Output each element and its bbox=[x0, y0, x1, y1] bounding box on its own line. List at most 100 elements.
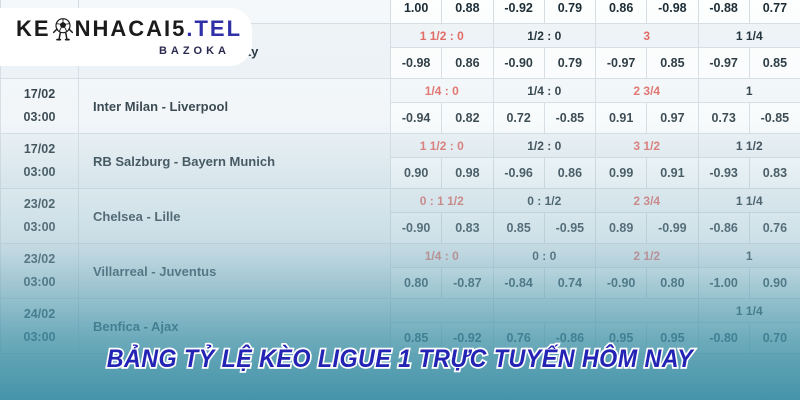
handicap-line[interactable]: 0 : 1 1/2 bbox=[390, 188, 494, 213]
match-time: 03:00 bbox=[23, 165, 56, 179]
match-time: 03:00 bbox=[23, 110, 56, 124]
odds-value[interactable]: 0.91 bbox=[594, 102, 648, 134]
match-date: 17/02 bbox=[23, 141, 56, 156]
odds-value[interactable]: -0.97 bbox=[594, 47, 648, 79]
match-datetime-cell: 23/02 03:00 bbox=[0, 243, 79, 299]
odds-value[interactable]: 0.86 bbox=[441, 47, 494, 79]
odds-value[interactable]: -0.97 bbox=[697, 47, 750, 79]
odds-value[interactable]: -0.98 bbox=[389, 47, 443, 79]
odds-value[interactable]: 0.88 bbox=[441, 0, 494, 24]
odds-value[interactable]: -0.98 bbox=[646, 0, 699, 24]
match-name-cell[interactable]: Inter Milan - Liverpool bbox=[78, 78, 391, 134]
odds-value[interactable]: -0.85 bbox=[748, 102, 800, 134]
odds-value[interactable]: -0.96 bbox=[492, 157, 545, 189]
odds-value[interactable]: 0.99 bbox=[594, 157, 648, 189]
odds-value[interactable]: 0.85 bbox=[748, 47, 800, 79]
odds-value[interactable]: -0.85 bbox=[543, 102, 597, 134]
odds-value[interactable]: 0.77 bbox=[748, 0, 800, 24]
odds-value[interactable]: -0.88 bbox=[697, 0, 750, 24]
handicap-line[interactable]: 0 : 1/2 bbox=[492, 188, 596, 213]
odds-value[interactable]: -0.93 bbox=[697, 157, 750, 189]
odds-value[interactable]: 0.80 bbox=[646, 267, 699, 299]
odds-value[interactable]: -0.99 bbox=[646, 212, 699, 244]
match-time: 03:00 bbox=[23, 330, 56, 344]
match-name-cell[interactable]: Chelsea - Lille bbox=[78, 188, 391, 244]
table-row[interactable]: 17/02 03:00 RB Salzburg - Bayern Munich 1 1… bbox=[0, 133, 800, 189]
handicap-line[interactable]: 0 : 0 bbox=[492, 243, 596, 268]
handicap-line[interactable]: 2 3/4 bbox=[595, 78, 699, 103]
odds-value[interactable]: -0.90 bbox=[492, 47, 545, 79]
handicap-line[interactable] bbox=[595, 298, 699, 323]
handicap-line[interactable]: 2 1/2 bbox=[595, 243, 699, 268]
handicap-line[interactable]: 1 1/2 : 0 bbox=[390, 23, 494, 48]
handicap-line[interactable]: 1 1/4 bbox=[697, 188, 800, 213]
handicap-line[interactable]: 2 3/4 bbox=[595, 188, 699, 213]
match-date: 23/02 bbox=[23, 251, 56, 266]
handicap-line[interactable]: 1 1/2 : 0 bbox=[390, 133, 494, 158]
odds-value[interactable]: 0.74 bbox=[543, 267, 597, 299]
handicap-line[interactable]: 1/4 : 0 bbox=[390, 243, 494, 268]
handicap-line[interactable]: 1 1/4 bbox=[697, 23, 800, 48]
odds-value[interactable]: -0.92 bbox=[492, 0, 545, 24]
odds-value[interactable]: -0.90 bbox=[594, 267, 648, 299]
handicap-line[interactable]: 1/2 : 0 bbox=[492, 23, 596, 48]
odds-value[interactable]: 0.90 bbox=[748, 267, 800, 299]
match-time: 03:00 bbox=[23, 220, 56, 234]
handicap-line[interactable]: 1 1/4 bbox=[697, 298, 800, 323]
logo-wordmark: KE NHACAI5 .TEL bbox=[16, 17, 252, 41]
odds-value[interactable]: 0.86 bbox=[543, 157, 597, 189]
handicap-line[interactable]: 1 bbox=[697, 243, 800, 268]
odds-value[interactable]: 0.79 bbox=[543, 47, 597, 79]
handicap-line[interactable]: 1 1/2 bbox=[697, 133, 800, 158]
odds-value[interactable]: 0.85 bbox=[492, 212, 545, 244]
odds-value[interactable]: 0.72 bbox=[492, 102, 545, 134]
odds-value[interactable]: 0.91 bbox=[646, 157, 699, 189]
odds-value[interactable]: 0.82 bbox=[441, 102, 494, 134]
logo-text-part3: .TEL bbox=[186, 16, 243, 41]
odds-value[interactable]: 0.98 bbox=[441, 157, 494, 189]
match-date: 24/02 bbox=[23, 306, 56, 321]
site-logo[interactable]: KE NHACAI5 .TEL BAZOKA bbox=[0, 8, 252, 66]
logo-subtitle: BAZOKA bbox=[158, 45, 230, 57]
odds-value[interactable]: -0.87 bbox=[441, 267, 494, 299]
odds-value[interactable]: 0.86 bbox=[594, 0, 648, 24]
odds-value[interactable]: 0.97 bbox=[646, 102, 699, 134]
handicap-line[interactable]: 1 bbox=[697, 78, 800, 103]
odds-value[interactable]: 0.85 bbox=[646, 47, 699, 79]
table-row[interactable]: 17/02 03:00 Inter Milan - Liverpool 1/4 : 0… bbox=[0, 78, 800, 134]
handicap-line[interactable] bbox=[492, 298, 596, 323]
handicap-line[interactable]: 1/4 : 0 bbox=[492, 78, 596, 103]
odds-value[interactable]: -0.84 bbox=[492, 267, 545, 299]
handicap-line[interactable]: 1/2 : 0 bbox=[492, 133, 596, 158]
odds-value[interactable]: -1.00 bbox=[697, 267, 750, 299]
match-name-cell[interactable]: RB Salzburg - Bayern Munich bbox=[78, 133, 391, 189]
odds-value[interactable]: 0.79 bbox=[543, 0, 597, 24]
table-row[interactable]: 23/02 03:00 Chelsea - Lille 0 : 1 1/2 0 : 1/… bbox=[0, 188, 800, 244]
logo-text-part2: NHACAI5 bbox=[74, 16, 187, 41]
odds-value[interactable]: -0.90 bbox=[389, 212, 443, 244]
odds-value[interactable]: -0.94 bbox=[389, 102, 443, 134]
odds-value[interactable]: 0.90 bbox=[389, 157, 443, 189]
handicap-line[interactable]: 3 1/2 bbox=[595, 133, 699, 158]
match-datetime-cell: 17/02 03:00 bbox=[0, 78, 79, 134]
match-name-cell[interactable]: Villarreal - Juventus bbox=[78, 243, 391, 299]
handicap-line[interactable] bbox=[390, 298, 494, 323]
odds-value[interactable]: 1.00 bbox=[389, 0, 443, 24]
odds-value[interactable]: 0.83 bbox=[441, 212, 494, 244]
handicap-line[interactable]: 3 bbox=[595, 23, 699, 48]
match-date: 23/02 bbox=[23, 196, 56, 211]
soccer-ball-icon bbox=[52, 17, 74, 41]
odds-value[interactable]: 0.73 bbox=[697, 102, 750, 134]
match-datetime-cell: 23/02 03:00 bbox=[0, 188, 79, 244]
odds-value[interactable]: 0.83 bbox=[748, 157, 800, 189]
promo-banner-title: BẢNG TỶ LỆ KÈO LIGUE 1 TRỰC TUYẾN HÔM NA… bbox=[105, 343, 694, 375]
match-date: 17/02 bbox=[23, 86, 56, 101]
odds-value[interactable]: 0.80 bbox=[389, 267, 443, 299]
odds-value[interactable]: 0.89 bbox=[594, 212, 648, 244]
table-row[interactable]: 24/02 03:00 Benfica - Ajax 1 1/4 bbox=[0, 298, 800, 354]
odds-value[interactable]: 0.76 bbox=[748, 212, 800, 244]
odds-value[interactable]: -0.95 bbox=[543, 212, 597, 244]
handicap-line[interactable]: 1/4 : 0 bbox=[390, 78, 494, 103]
odds-value[interactable]: -0.86 bbox=[697, 212, 750, 244]
